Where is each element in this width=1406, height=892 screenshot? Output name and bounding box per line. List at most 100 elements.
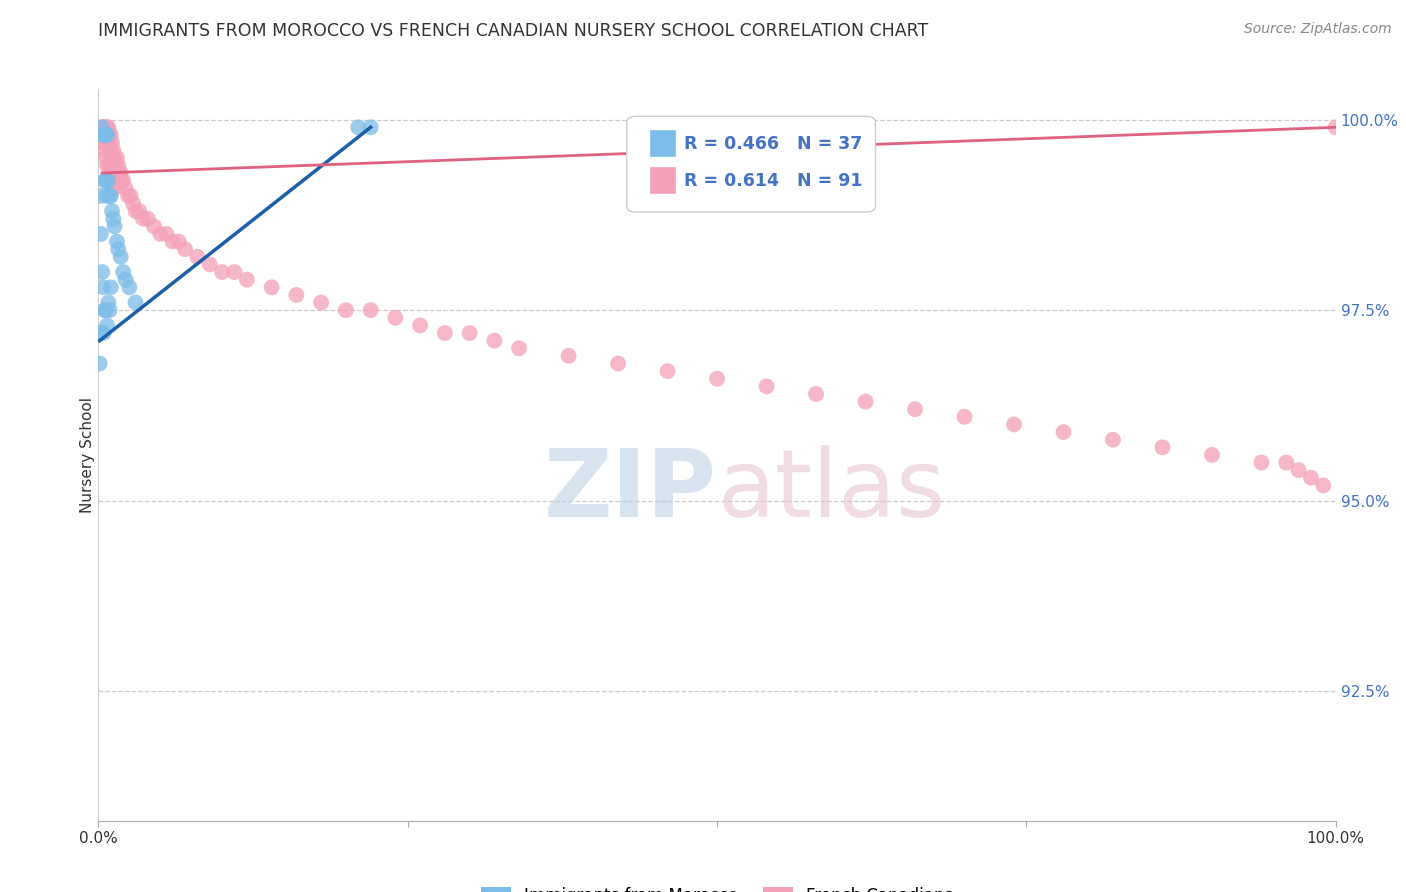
Point xyxy=(91,136,114,150)
Point xyxy=(103,151,125,165)
Point xyxy=(384,310,406,325)
Point xyxy=(101,174,124,188)
Point xyxy=(89,357,111,371)
Point xyxy=(96,128,118,142)
Point xyxy=(105,151,128,165)
FancyBboxPatch shape xyxy=(627,116,876,212)
Point xyxy=(1250,456,1272,470)
Point xyxy=(211,265,233,279)
Point xyxy=(1152,440,1174,454)
Point xyxy=(90,227,112,241)
Point xyxy=(93,128,115,142)
Text: Source: ZipAtlas.com: Source: ZipAtlas.com xyxy=(1244,22,1392,37)
Point xyxy=(174,242,197,256)
Point xyxy=(96,136,118,150)
Point xyxy=(94,128,117,142)
Point xyxy=(98,189,121,203)
Point xyxy=(335,303,357,318)
Point xyxy=(347,120,370,135)
Point xyxy=(97,136,120,150)
Text: R = 0.466   N = 37: R = 0.466 N = 37 xyxy=(683,135,862,153)
Point xyxy=(90,189,112,203)
Point xyxy=(111,174,134,188)
Point xyxy=(94,174,117,188)
Point xyxy=(93,143,115,157)
Text: IMMIGRANTS FROM MOROCCO VS FRENCH CANADIAN NURSERY SCHOOL CORRELATION CHART: IMMIGRANTS FROM MOROCCO VS FRENCH CANADI… xyxy=(98,22,929,40)
Point xyxy=(108,166,131,180)
Point xyxy=(93,280,115,294)
Point xyxy=(114,181,136,195)
Point xyxy=(120,189,142,203)
Point xyxy=(100,166,122,180)
Point xyxy=(508,341,530,355)
Point xyxy=(162,235,184,249)
Point xyxy=(93,326,115,340)
Point xyxy=(93,128,115,142)
Point xyxy=(96,318,118,333)
Point xyxy=(93,303,115,318)
Point xyxy=(904,402,927,417)
Point xyxy=(93,128,115,142)
Point xyxy=(167,235,190,249)
Point xyxy=(360,303,382,318)
Point xyxy=(98,128,121,142)
Point xyxy=(706,372,728,386)
Point xyxy=(105,166,128,180)
Point xyxy=(98,166,121,180)
Point xyxy=(94,151,117,165)
Point xyxy=(93,120,115,135)
Point xyxy=(409,318,432,333)
Bar xyxy=(650,166,676,194)
Point xyxy=(93,120,115,135)
Point xyxy=(93,174,115,188)
Point xyxy=(96,189,118,203)
Point xyxy=(198,257,221,271)
Point xyxy=(97,120,120,135)
Point xyxy=(96,128,118,142)
Point xyxy=(1324,120,1347,135)
Legend: Immigrants from Morocco, French Canadians: Immigrants from Morocco, French Canadian… xyxy=(474,880,960,892)
Point xyxy=(100,143,122,157)
Point xyxy=(93,136,115,150)
Point xyxy=(91,128,114,142)
Point xyxy=(94,303,117,318)
Point xyxy=(110,166,132,180)
Point xyxy=(433,326,456,340)
Point xyxy=(122,196,145,211)
Point xyxy=(755,379,778,393)
Point xyxy=(110,250,132,264)
Point xyxy=(124,295,146,310)
Point xyxy=(1201,448,1223,462)
Point xyxy=(132,211,155,226)
Point xyxy=(260,280,283,294)
Point xyxy=(94,136,117,150)
Point xyxy=(186,250,208,264)
Point xyxy=(104,158,127,172)
Point xyxy=(94,120,117,135)
Point xyxy=(607,357,630,371)
Point xyxy=(91,265,114,279)
Point xyxy=(1312,478,1334,492)
Point xyxy=(136,211,159,226)
Point xyxy=(557,349,579,363)
Text: atlas: atlas xyxy=(717,445,945,538)
Point xyxy=(105,235,128,249)
Point xyxy=(107,242,129,256)
Point xyxy=(103,143,125,157)
Point xyxy=(101,136,124,150)
Point xyxy=(360,120,382,135)
Point xyxy=(1299,471,1322,485)
Point xyxy=(155,227,177,241)
Point xyxy=(855,394,877,409)
Point xyxy=(124,204,146,219)
Point xyxy=(98,143,121,157)
Point xyxy=(91,120,114,135)
Point xyxy=(657,364,679,378)
Point xyxy=(97,158,120,172)
Point xyxy=(93,128,115,142)
Point xyxy=(89,326,111,340)
Text: ZIP: ZIP xyxy=(544,445,717,538)
Point xyxy=(236,273,259,287)
Point xyxy=(96,120,118,135)
Point xyxy=(118,280,141,294)
